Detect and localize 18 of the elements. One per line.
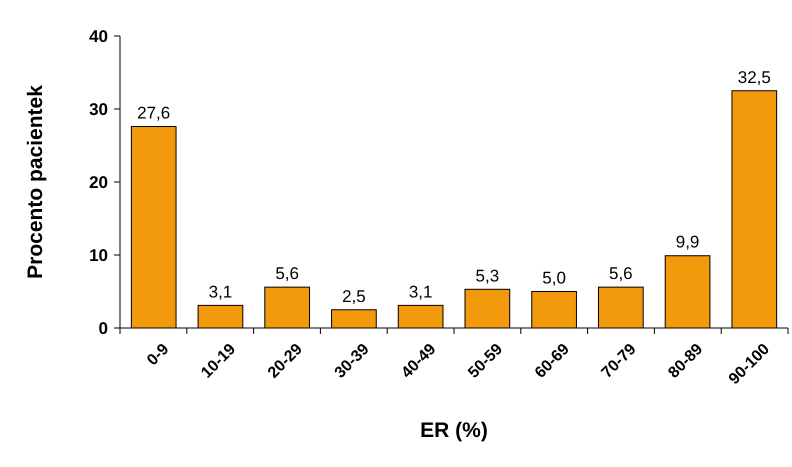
data-label: 5,6 [609, 264, 633, 284]
data-label: 5,3 [476, 266, 500, 286]
data-label: 3,1 [208, 282, 232, 302]
data-label: 5,0 [542, 268, 566, 288]
data-label: 3,1 [408, 282, 432, 302]
y-tick-label: 0 [98, 318, 108, 338]
data-label: 32,5 [738, 68, 771, 87]
data-label: 27,6 [137, 104, 170, 123]
y-tick-label: 30 [89, 100, 108, 119]
y-tick-label: 40 [89, 26, 108, 46]
x-tick-label: 0-9 [144, 340, 173, 370]
data-label: 5,6 [275, 264, 299, 284]
y-axis-title: Procento pacientek [24, 84, 47, 279]
x-axis-title: ER (%) [420, 419, 488, 442]
y-tick-label: 20 [89, 172, 108, 192]
y-tick-label: 10 [89, 246, 108, 265]
data-label: 2,5 [342, 286, 366, 306]
data-label: 9,9 [676, 232, 700, 252]
